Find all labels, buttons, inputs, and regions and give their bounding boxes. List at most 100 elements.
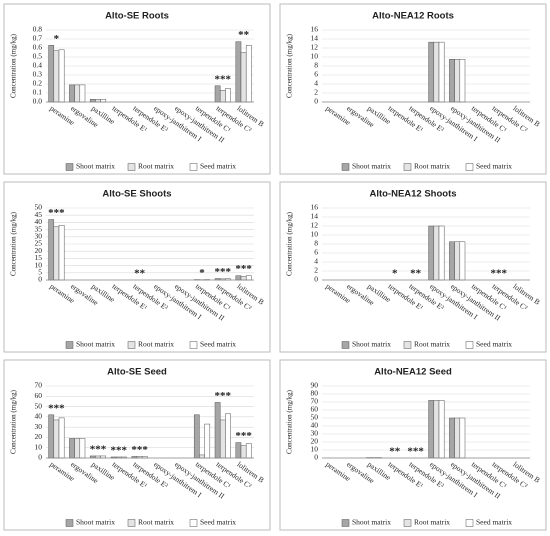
bar — [433, 225, 440, 281]
bar — [79, 438, 86, 459]
y-tick-label: 0.4 — [33, 61, 43, 70]
y-tick-label: 14 — [311, 212, 319, 221]
y-tick-label: 4 — [314, 79, 318, 88]
bar — [449, 59, 455, 103]
bar — [454, 417, 461, 459]
y-tick-label: 45 — [35, 210, 43, 219]
significance: ** — [134, 268, 146, 280]
legend-swatch — [189, 519, 198, 527]
chart-title: Alto-SE Seed — [107, 367, 167, 378]
y-tick-label: 0 — [38, 453, 42, 462]
bar — [235, 41, 242, 103]
bar — [58, 225, 65, 281]
bar — [53, 419, 60, 459]
bar — [428, 41, 435, 103]
bar — [69, 84, 75, 103]
legend-label: Seed matrix — [200, 162, 236, 171]
legend-swatch — [341, 341, 350, 349]
legend-label: Root matrix — [414, 518, 450, 527]
bar — [235, 275, 242, 281]
legend-swatch — [465, 519, 474, 527]
bar — [245, 275, 252, 281]
chart-title: Alto-NEA12 Shoots — [369, 189, 456, 200]
y-tick-label: 25 — [35, 239, 43, 248]
bar — [225, 413, 231, 459]
significance: *** — [48, 402, 65, 414]
legend-label: Shoot matrix — [76, 340, 115, 349]
y-tick-label: 50 — [311, 413, 319, 422]
y-tick-label: 8 — [314, 61, 318, 70]
significance: ** — [389, 446, 401, 458]
bar — [48, 414, 55, 459]
legend-label: Seed matrix — [200, 518, 236, 527]
bar — [95, 99, 101, 103]
y-tick-label: 15 — [35, 253, 43, 262]
bar — [48, 219, 55, 281]
y-tick-label: 0.3 — [33, 70, 43, 79]
legend-swatch — [189, 163, 198, 171]
panel — [279, 359, 547, 531]
bar — [245, 45, 252, 103]
bar — [58, 49, 65, 103]
y-tick-label: 2 — [314, 88, 318, 97]
chart-title: Alto-NEA12 Roots — [372, 11, 454, 22]
y-tick-label: 8 — [314, 239, 318, 248]
legend-swatch — [127, 163, 136, 171]
bar — [74, 438, 81, 459]
y-tick-label: 0.7 — [33, 34, 43, 43]
significance: *** — [90, 443, 107, 455]
bar — [438, 41, 445, 103]
panel — [3, 359, 271, 531]
y-tick-label: 0 — [314, 453, 318, 462]
legend-label: Shoot matrix — [76, 162, 115, 171]
panel — [279, 181, 547, 353]
y-tick-label: 20 — [35, 246, 43, 255]
y-tick-label: 90 — [311, 381, 319, 390]
y-tick-label: 0.6 — [33, 43, 43, 52]
y-tick-label: 0.1 — [33, 88, 43, 97]
y-tick-label: 0.2 — [33, 79, 43, 88]
y-tick-label: 6 — [314, 248, 318, 257]
y-tick-label: 60 — [35, 391, 43, 400]
panel — [279, 3, 547, 175]
bar — [245, 443, 252, 459]
significance: ** — [238, 29, 250, 41]
significance: *** — [491, 268, 508, 280]
legend-swatch — [403, 519, 412, 527]
y-tick-label: 10 — [311, 445, 319, 454]
significance: ** — [410, 268, 422, 280]
bar — [433, 41, 440, 103]
bar — [240, 276, 247, 281]
significance: * — [54, 33, 60, 45]
significance: *** — [48, 207, 65, 219]
y-tick-label: 30 — [35, 232, 43, 241]
y-tick-label: 10 — [311, 230, 319, 239]
y-tick-label: 30 — [35, 422, 43, 431]
legend-swatch — [127, 341, 136, 349]
legend-label: Shoot matrix — [76, 518, 115, 527]
bar — [199, 454, 205, 459]
bar — [454, 241, 461, 281]
significance: *** — [215, 266, 232, 278]
bar — [240, 52, 247, 103]
legend-swatch — [65, 163, 74, 171]
legend-label: Root matrix — [414, 340, 450, 349]
legend-swatch — [127, 519, 136, 527]
chart-title: Alto-SE Shoots — [102, 189, 171, 200]
legend-swatch — [465, 163, 474, 171]
significance: *** — [235, 263, 252, 275]
significance: *** — [111, 445, 128, 457]
bar — [438, 400, 445, 459]
y-tick-label: 0 — [38, 275, 42, 284]
bar — [58, 417, 65, 459]
legend-label: Shoot matrix — [352, 340, 391, 349]
bar — [89, 99, 96, 103]
bar — [449, 417, 455, 459]
y-tick-label: 14 — [311, 34, 319, 43]
bar — [225, 88, 231, 103]
y-tick-label: 16 — [311, 203, 319, 212]
significance: *** — [131, 444, 148, 456]
bar — [428, 400, 435, 459]
bar — [240, 445, 247, 459]
